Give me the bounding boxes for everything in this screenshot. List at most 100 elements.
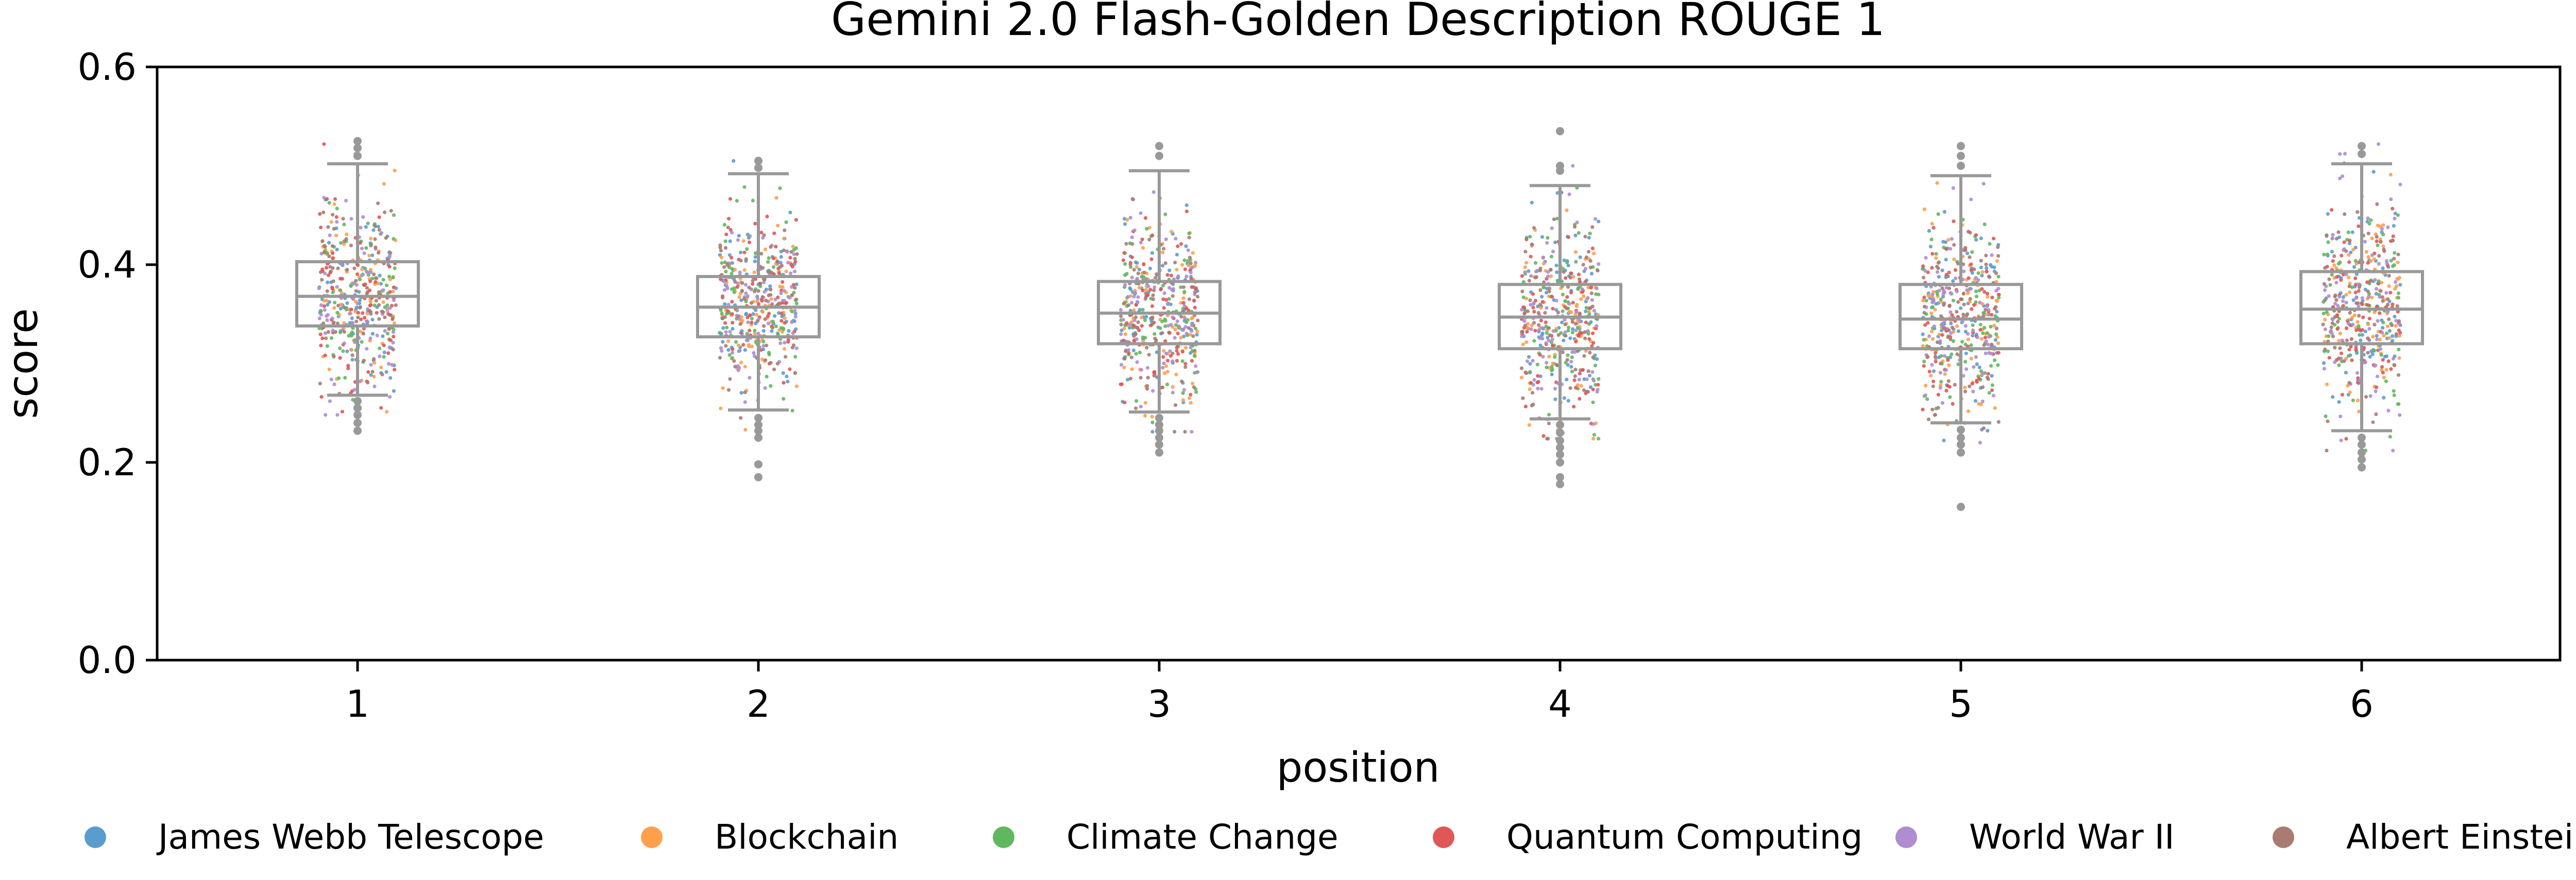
strip-point <box>2352 313 2357 317</box>
strip-point <box>739 391 743 395</box>
strip-point <box>336 303 341 308</box>
strip-point <box>338 346 342 351</box>
strip-point <box>1985 266 1989 270</box>
strip-point <box>735 285 739 289</box>
strip-point <box>1990 296 1994 300</box>
strip-point <box>1545 365 1549 370</box>
strip-point <box>333 301 337 305</box>
strip-point <box>1582 354 1586 358</box>
strip-point <box>1961 291 1966 296</box>
strip-point <box>1529 274 1533 278</box>
strip-point <box>1521 342 1525 347</box>
strip-point <box>726 348 731 352</box>
strip-point <box>1946 384 1950 388</box>
strip-point <box>731 347 735 351</box>
strip-point <box>776 332 780 336</box>
strip-point <box>349 348 354 352</box>
strip-point <box>1133 332 1138 336</box>
strip-point <box>2396 296 2401 300</box>
strip-point <box>2339 438 2343 442</box>
strip-point <box>2330 236 2334 240</box>
strip-point <box>1578 255 1582 260</box>
strip-point <box>363 266 367 270</box>
strip-point <box>1550 295 1554 299</box>
strip-point <box>1947 303 1952 307</box>
strip-point <box>1548 286 1552 290</box>
strip-point <box>384 370 388 374</box>
strip-point <box>1986 372 1990 376</box>
strip-point <box>2361 315 2365 319</box>
strip-point <box>2368 394 2372 398</box>
strip-point <box>1930 305 1935 309</box>
strip-point <box>759 231 764 235</box>
strip-point <box>379 282 383 286</box>
strip-point <box>1984 253 1988 257</box>
strip-point <box>1190 265 1194 269</box>
outlier-point <box>1155 421 1163 429</box>
strip-point <box>736 281 740 285</box>
strip-point <box>1150 233 1155 237</box>
y-axis-label: score <box>0 308 47 419</box>
strip-point <box>319 252 324 256</box>
strip-point <box>1573 322 1578 326</box>
strip-point <box>1567 325 1571 330</box>
strip-point <box>1524 297 1529 301</box>
strip-point <box>791 245 795 249</box>
strip-point <box>1171 390 1175 395</box>
strip-point <box>1150 429 1155 434</box>
strip-point <box>381 300 385 304</box>
strip-point <box>378 273 382 278</box>
strip-point <box>1176 352 1180 356</box>
strip-point <box>325 344 330 348</box>
strip-point <box>2326 240 2330 244</box>
strip-point <box>349 244 353 248</box>
strip-point <box>331 251 335 255</box>
strip-point <box>1971 389 1975 394</box>
strip-point <box>1942 354 1946 358</box>
strip-point <box>1188 396 1192 400</box>
strip-point <box>322 250 327 255</box>
strip-point <box>1985 375 1989 379</box>
strip-point <box>1531 391 1535 395</box>
strip-point <box>1949 321 1953 325</box>
strip-point <box>1933 354 1938 359</box>
strip-point <box>1977 365 1981 370</box>
strip-point <box>1963 389 1968 393</box>
strip-point <box>366 370 370 374</box>
strip-point <box>1578 396 1582 401</box>
strip-point <box>1969 356 1973 361</box>
strip-point <box>372 361 377 365</box>
strip-point <box>1578 277 1582 281</box>
strip-point <box>753 255 757 259</box>
strip-point <box>2342 240 2346 244</box>
strip-point <box>1190 317 1194 321</box>
strip-point <box>1527 423 1531 427</box>
strip-point <box>1139 211 1143 215</box>
strip-point <box>326 280 330 285</box>
strip-point <box>1187 231 1191 235</box>
strip-point <box>783 321 787 325</box>
strip-point <box>1971 334 1975 338</box>
strip-point <box>1561 292 1565 297</box>
strip-point <box>1171 385 1175 389</box>
strip-point <box>793 355 798 359</box>
strip-point <box>340 277 344 281</box>
strip-point <box>2349 250 2353 254</box>
strip-point <box>784 269 788 273</box>
strip-point <box>354 289 359 293</box>
strip-point <box>1143 413 1147 418</box>
strip-point <box>325 251 330 255</box>
strip-point <box>322 304 326 308</box>
strip-point <box>1180 359 1184 364</box>
strip-point <box>2338 332 2342 336</box>
strip-point <box>1974 300 1978 304</box>
strip-point <box>1924 299 1928 303</box>
strip-point <box>754 313 759 317</box>
strip-point <box>319 313 324 317</box>
strip-point <box>335 206 339 211</box>
outlier-point <box>754 421 762 429</box>
strip-point <box>1184 209 1189 214</box>
strip-point <box>1982 343 1986 347</box>
strip-point <box>1931 384 1935 388</box>
strip-point <box>356 315 360 319</box>
